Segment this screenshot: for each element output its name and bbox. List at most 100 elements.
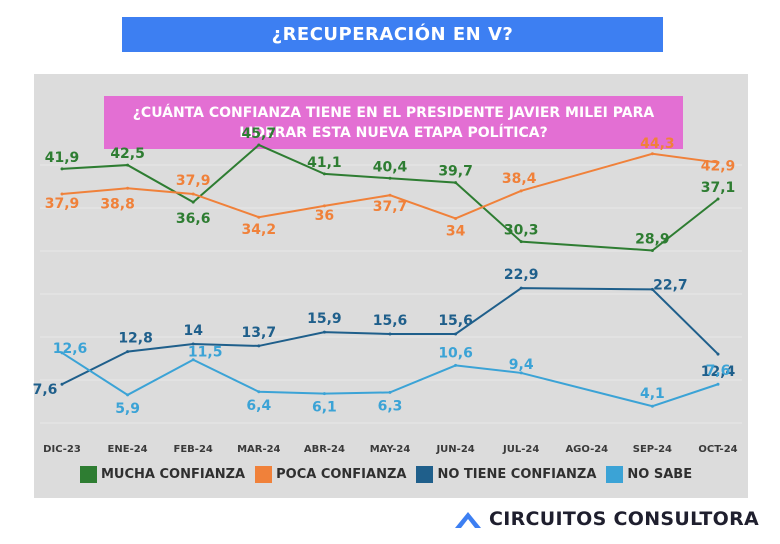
data-point-no-tiene (716, 352, 720, 356)
data-label-poca: 38,8 (100, 196, 135, 212)
data-label-no-tiene: 13,7 (242, 325, 277, 341)
data-label-no-tiene: 22,9 (504, 267, 539, 283)
data-label-poca: 38,4 (502, 171, 537, 187)
data-point-poca (257, 215, 261, 219)
series-line-mucha (61, 143, 719, 252)
legend-label-poca: POCA CONFIANZA (276, 467, 407, 482)
data-point-mucha (388, 176, 392, 180)
data-label-no-sabe: 6,3 (378, 398, 403, 414)
data-label-no-sabe: 11,5 (188, 345, 223, 361)
chart-title-line-2: LIDERAR ESTA NUEVA ETAPA POLÍTICA? (239, 124, 548, 141)
data-point-no-sabe (257, 390, 261, 394)
data-point-poca (191, 192, 195, 196)
data-label-no-tiene: 12,4 (701, 364, 736, 380)
legend-item-poca: POCA CONFIANZA (255, 466, 406, 483)
x-tick-label: DIC-23 (43, 444, 81, 455)
data-point-mucha (191, 200, 195, 204)
chart-title-line-1: ¿CUÁNTA CONFIANZA TIENE EN EL PRESIDENTE… (132, 104, 655, 121)
x-tick-label: JUL-24 (502, 444, 539, 455)
data-label-no-sabe: 7,6 (706, 363, 731, 379)
data-point-no-sabe (191, 358, 195, 362)
legend-label-no-sabe: NO SABE (627, 467, 693, 482)
legend-label-no-tiene: NO TIENE CONFIANZA (437, 467, 597, 482)
data-label-mucha: 41,9 (45, 150, 80, 166)
data-label-mucha: 36,6 (176, 211, 211, 227)
data-point-no-tiene (191, 342, 195, 346)
data-label-no-sabe: 12,6 (53, 341, 88, 357)
header-banner: ¿RECUPERACIÓN EN V? (122, 17, 663, 52)
brand-name: CIRCUITOS CONSULTORA (489, 508, 760, 530)
data-label-mucha: 41,1 (307, 155, 342, 171)
data-point-no-sabe (126, 393, 130, 397)
series-line-poca (61, 152, 719, 220)
data-label-mucha: 39,7 (438, 164, 473, 180)
data-point-no-tiene (60, 382, 64, 386)
chart-legend: MUCHA CONFIANZA POCA CONFIANZA NO TIENE … (80, 466, 702, 483)
legend-label-mucha: MUCHA CONFIANZA (101, 467, 246, 482)
data-point-no-sabe (650, 404, 654, 408)
data-label-poca: 34 (446, 223, 466, 239)
data-label-poca: 42,9 (701, 159, 736, 175)
chart-title: ¿CUÁNTA CONFIANZA TIENE EN EL PRESIDENTE… (104, 96, 683, 149)
data-point-no-tiene (126, 350, 130, 354)
data-point-mucha (716, 197, 720, 201)
data-label-no-sabe: 5,9 (115, 401, 140, 417)
data-point-no-tiene (388, 332, 392, 336)
data-label-no-tiene: 22,7 (653, 277, 688, 293)
data-label-no-sabe: 9,4 (509, 357, 534, 373)
data-point-mucha (257, 143, 261, 147)
legend-item-no-sabe: NO SABE (606, 466, 692, 483)
data-label-poca: 37,7 (373, 199, 408, 215)
x-tick-label: ENE-24 (108, 444, 148, 455)
legend-item-mucha: MUCHA CONFIANZA (80, 466, 245, 483)
data-label-no-sabe: 6,1 (312, 400, 337, 416)
data-point-poca (519, 189, 523, 193)
data-point-poca (60, 192, 64, 196)
data-label-no-sabe: 4,1 (640, 386, 665, 402)
data-point-no-tiene (257, 344, 261, 348)
data-point-no-sabe (60, 351, 64, 355)
data-point-no-sabe (388, 390, 392, 394)
data-label-mucha: 40,4 (373, 159, 408, 175)
data-point-mucha (650, 248, 654, 252)
data-point-no-sabe (519, 371, 523, 375)
data-label-no-tiene: 12,8 (118, 331, 153, 347)
chart-title-text: ¿CUÁNTA CONFIANZA TIENE EN EL PRESIDENTE… (113, 103, 674, 143)
data-label-mucha: 42,5 (110, 146, 145, 162)
legend-swatch-no-tiene (416, 466, 434, 483)
data-point-poca (454, 216, 458, 220)
data-label-poca: 37,9 (176, 173, 211, 189)
data-label-poca: 44,3 (640, 136, 675, 152)
data-label-no-sabe: 6,4 (246, 398, 271, 414)
data-label-poca: 37,9 (45, 196, 80, 212)
data-point-poca (126, 186, 130, 190)
x-tick-label: ABR-24 (304, 444, 345, 455)
data-point-no-tiene (519, 286, 523, 290)
data-point-no-sabe (322, 392, 326, 396)
data-point-mucha (126, 163, 130, 167)
data-label-poca: 34,2 (242, 222, 277, 238)
data-point-poca (716, 161, 720, 165)
series-line-no-tiene (61, 287, 719, 386)
data-label-mucha: 37,1 (701, 180, 736, 196)
x-tick-label: AGO-24 (565, 444, 608, 455)
data-label-no-tiene: 14 (183, 323, 203, 339)
data-point-no-tiene (650, 287, 654, 291)
data-label-mucha: 30,3 (504, 223, 539, 239)
data-point-no-tiene (322, 330, 326, 334)
legend-item-no-tiene: NO TIENE CONFIANZA (416, 466, 596, 483)
legend-swatch-no-sabe (606, 466, 624, 483)
data-label-no-tiene: 15,6 (373, 313, 408, 329)
x-tick-label: MAY-24 (370, 444, 411, 455)
data-label-mucha: 28,9 (635, 231, 670, 247)
series-line-no-sabe (61, 351, 719, 408)
data-point-no-sabe (454, 363, 458, 367)
legend-swatch-poca (255, 466, 273, 483)
data-point-no-tiene (454, 332, 458, 336)
data-label-poca: 36 (315, 208, 334, 224)
data-point-poca (388, 193, 392, 197)
data-point-mucha (60, 167, 64, 171)
data-label-no-tiene: 7,6 (33, 382, 58, 398)
data-label-no-tiene: 15,6 (438, 313, 473, 329)
